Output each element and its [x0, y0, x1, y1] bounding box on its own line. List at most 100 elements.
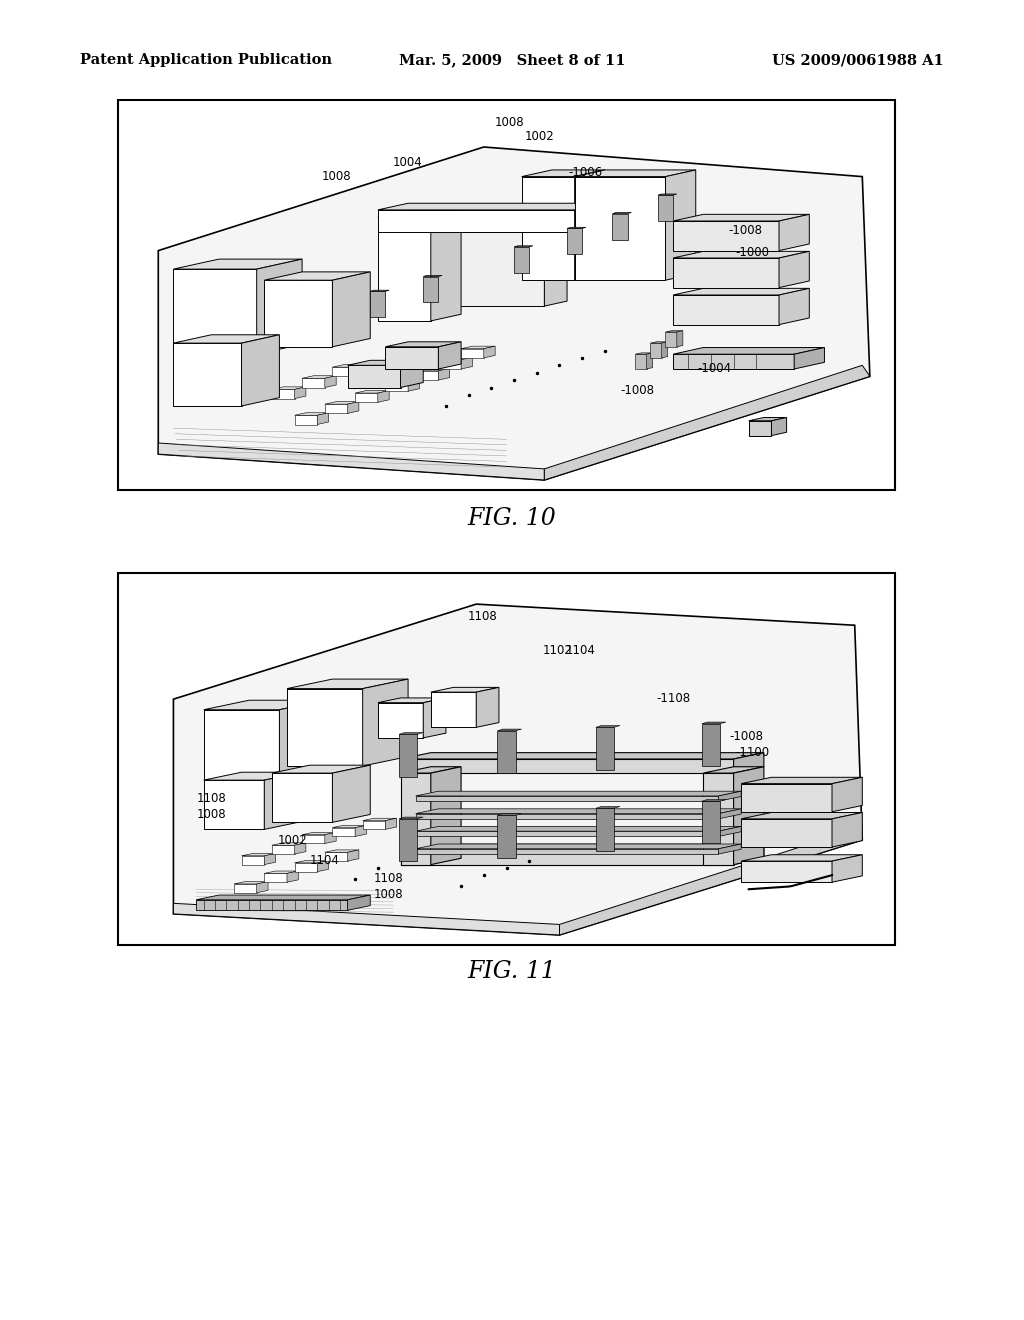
Polygon shape: [302, 833, 336, 834]
Polygon shape: [280, 700, 325, 780]
Polygon shape: [741, 855, 862, 861]
Polygon shape: [749, 421, 771, 436]
Polygon shape: [438, 360, 461, 370]
Polygon shape: [399, 734, 417, 776]
Polygon shape: [295, 863, 317, 871]
Text: 1004: 1004: [393, 157, 423, 169]
Text: 1104: 1104: [566, 644, 596, 657]
Polygon shape: [271, 766, 371, 774]
Polygon shape: [378, 698, 445, 702]
Polygon shape: [287, 678, 409, 689]
Polygon shape: [498, 813, 521, 816]
Polygon shape: [703, 767, 764, 774]
Polygon shape: [347, 360, 423, 366]
Polygon shape: [333, 272, 371, 347]
Polygon shape: [271, 389, 295, 399]
Polygon shape: [242, 335, 280, 407]
Polygon shape: [385, 381, 409, 391]
Polygon shape: [514, 247, 529, 273]
Polygon shape: [159, 444, 545, 480]
Polygon shape: [701, 801, 720, 843]
Polygon shape: [264, 854, 275, 865]
Polygon shape: [159, 147, 869, 480]
Polygon shape: [400, 845, 764, 850]
Polygon shape: [399, 818, 417, 861]
Polygon shape: [264, 772, 302, 829]
Polygon shape: [302, 379, 325, 388]
Polygon shape: [416, 796, 719, 801]
Polygon shape: [423, 276, 438, 302]
Polygon shape: [719, 809, 741, 818]
Bar: [118, 573, 895, 945]
Polygon shape: [741, 861, 833, 882]
Polygon shape: [545, 227, 567, 306]
Polygon shape: [574, 170, 695, 177]
Polygon shape: [733, 845, 764, 865]
Polygon shape: [325, 853, 347, 861]
Polygon shape: [416, 232, 545, 306]
Polygon shape: [574, 170, 605, 280]
Polygon shape: [355, 825, 367, 837]
Polygon shape: [295, 861, 329, 863]
Polygon shape: [173, 269, 257, 354]
Text: -1008: -1008: [620, 384, 654, 396]
Polygon shape: [400, 767, 461, 774]
Polygon shape: [741, 818, 833, 847]
Polygon shape: [295, 416, 317, 425]
Polygon shape: [333, 766, 371, 822]
Polygon shape: [666, 170, 695, 280]
Polygon shape: [287, 689, 362, 766]
Polygon shape: [173, 335, 280, 343]
Polygon shape: [779, 288, 809, 325]
Text: 1104: 1104: [310, 854, 340, 866]
Polygon shape: [204, 700, 325, 710]
Text: -1108: -1108: [656, 692, 690, 705]
Polygon shape: [833, 777, 862, 812]
Polygon shape: [385, 379, 420, 381]
Polygon shape: [173, 343, 242, 407]
Polygon shape: [438, 358, 472, 360]
Polygon shape: [741, 813, 862, 818]
Polygon shape: [650, 342, 668, 343]
Polygon shape: [333, 367, 355, 376]
Polygon shape: [416, 849, 719, 854]
Polygon shape: [416, 826, 741, 832]
Polygon shape: [378, 218, 431, 321]
Polygon shape: [416, 371, 438, 380]
Polygon shape: [204, 710, 280, 780]
Polygon shape: [233, 884, 257, 892]
Bar: [118, 100, 895, 490]
Polygon shape: [264, 874, 287, 882]
Text: 1008: 1008: [322, 169, 351, 182]
Polygon shape: [431, 211, 461, 321]
Polygon shape: [325, 404, 347, 413]
Polygon shape: [257, 882, 268, 892]
Polygon shape: [771, 417, 786, 436]
Text: FIG. 11: FIG. 11: [468, 960, 556, 983]
Polygon shape: [204, 772, 302, 780]
Polygon shape: [431, 767, 461, 865]
Polygon shape: [371, 292, 385, 317]
Polygon shape: [347, 401, 358, 413]
Polygon shape: [271, 845, 295, 854]
Polygon shape: [355, 393, 378, 403]
Polygon shape: [559, 829, 862, 935]
Polygon shape: [438, 368, 450, 380]
Polygon shape: [476, 688, 499, 727]
Polygon shape: [302, 376, 336, 379]
Polygon shape: [242, 855, 264, 865]
Polygon shape: [295, 843, 306, 854]
Polygon shape: [355, 391, 389, 393]
Polygon shape: [295, 387, 306, 399]
Polygon shape: [673, 214, 809, 220]
Polygon shape: [295, 413, 329, 416]
Polygon shape: [197, 900, 347, 911]
Polygon shape: [741, 777, 862, 784]
Text: 1108: 1108: [197, 792, 226, 804]
Polygon shape: [431, 688, 499, 692]
Polygon shape: [438, 342, 461, 370]
Polygon shape: [302, 834, 325, 843]
Polygon shape: [703, 774, 733, 865]
Polygon shape: [677, 331, 683, 347]
Polygon shape: [416, 227, 567, 232]
